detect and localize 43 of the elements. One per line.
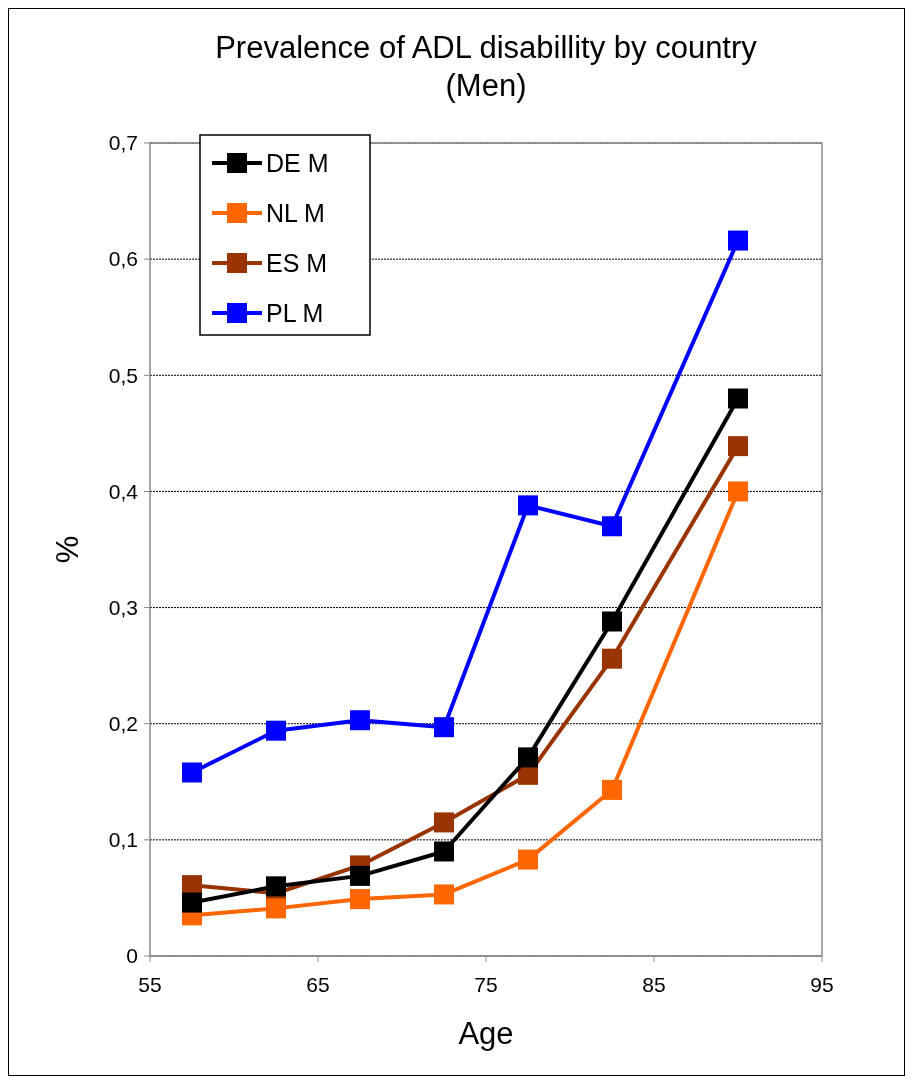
- x-tick-label: 95: [810, 973, 834, 996]
- point: [728, 230, 748, 251]
- legend-label: PL M: [266, 298, 324, 327]
- x-tick-label: 85: [642, 973, 666, 996]
- point: [182, 875, 202, 896]
- point: [518, 849, 538, 870]
- point: [350, 865, 370, 886]
- legend-label: NL M: [266, 198, 325, 227]
- y-tick-label: 0,2: [108, 712, 138, 736]
- x-tick-label: 65: [306, 973, 330, 996]
- y-tick-label: 0,1: [108, 828, 138, 852]
- point: [728, 388, 748, 409]
- point: [434, 841, 454, 862]
- y-tick-label: 0,4: [108, 479, 139, 503]
- point: [728, 436, 748, 457]
- point: [182, 892, 202, 913]
- chart-title: Prevalence of ADL disabillity by country (Men): [215, 30, 758, 103]
- y-tick-label: 0,7: [108, 131, 138, 155]
- point: [602, 611, 622, 632]
- x-axis-title: Age: [458, 1016, 514, 1051]
- point: [602, 779, 622, 800]
- point: [518, 747, 538, 768]
- point: [728, 481, 748, 502]
- point: [602, 516, 622, 537]
- point: [518, 495, 538, 516]
- point: [266, 898, 286, 919]
- legend-label: ES M: [266, 248, 328, 277]
- point: [434, 812, 454, 833]
- legend-label: DE M: [266, 148, 329, 177]
- x-tick-label: 55: [138, 973, 162, 996]
- point: [434, 717, 454, 738]
- y-tick-label: 0,5: [108, 363, 138, 387]
- point: [434, 884, 454, 905]
- point: [182, 762, 202, 783]
- y-tick-label: 0,3: [108, 595, 138, 619]
- y-tick-label: 0: [126, 944, 138, 968]
- point: [266, 720, 286, 741]
- point: [350, 889, 370, 910]
- y-tick-label: 0,6: [108, 247, 138, 271]
- point: [350, 710, 370, 731]
- x-tick-label: 75: [474, 973, 498, 996]
- y-axis-title: %: [50, 535, 85, 564]
- point: [602, 648, 622, 669]
